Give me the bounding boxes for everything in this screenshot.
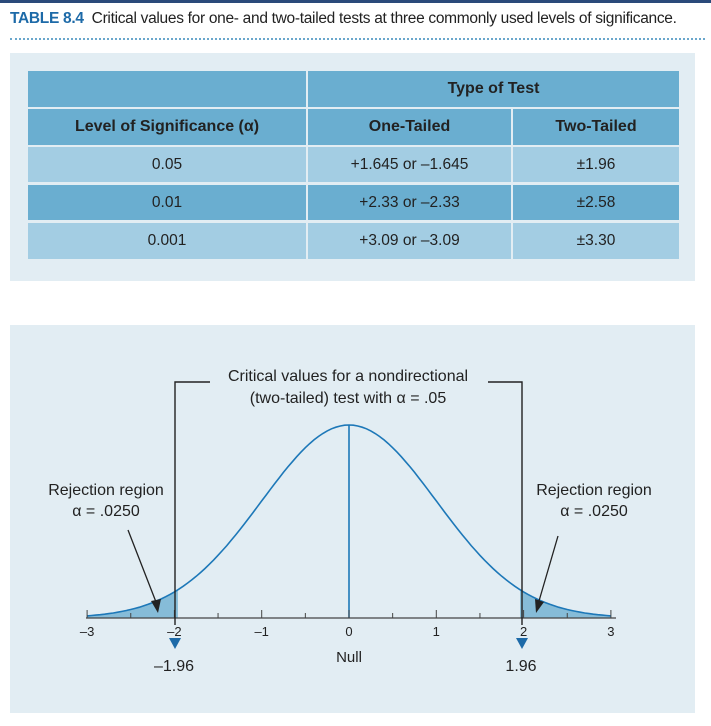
- left-rejection-region: [87, 589, 178, 618]
- left-critical-value: –1.96: [154, 658, 194, 675]
- axis-tick-label: 3: [607, 624, 614, 639]
- header-spacer-top: [28, 71, 306, 107]
- axis-tick-label: –2: [167, 624, 181, 639]
- axis-tick-label: 1: [433, 624, 440, 639]
- top-rule: [0, 0, 711, 3]
- cell-one-tailed: +2.33 or –2.33: [359, 193, 460, 211]
- callout-bracket-left: [174, 381, 210, 625]
- cell-level: 0.001: [147, 232, 187, 249]
- right-critical-value: 1.96: [505, 658, 536, 675]
- header-level-of-significance: Level of Significance (α): [74, 118, 260, 135]
- table-label: TABLE 8.4: [10, 10, 84, 27]
- right-rejection-alpha: α = .0250: [560, 503, 628, 520]
- group-header-type-of-test: Type of Test: [447, 80, 540, 97]
- group-header-row: Type of Test: [308, 71, 679, 107]
- column-separator: [511, 109, 513, 259]
- left-critical-arrow: [169, 638, 181, 649]
- left-region-pointer-head: [151, 599, 161, 613]
- null-label: Null: [336, 649, 362, 666]
- table-row: 0.01 +2.33 or –2.33 ±2.58: [28, 185, 679, 220]
- header-level-of-significance-row: [28, 109, 306, 145]
- axis-tick-label: –1: [254, 624, 268, 639]
- cell-level: 0.05: [151, 155, 183, 173]
- callout-bracket-right: [488, 381, 523, 625]
- header-two-tailed: Two-Tailed: [555, 118, 637, 135]
- right-critical-arrow: [516, 638, 528, 649]
- table-caption-text: Critical values for one- and two-tailed …: [91, 10, 677, 27]
- right-rejection-label: Rejection region: [536, 482, 652, 499]
- right-rejection-region: [520, 589, 611, 618]
- callout-text-line1: Critical values for a nondirectional: [228, 368, 468, 385]
- cell-two-tailed: ±2.58: [576, 193, 616, 211]
- axis-tick-label: 2: [520, 624, 527, 639]
- cell-one-tailed: +3.09 or –3.09: [359, 232, 460, 249]
- axis-tick-label: 0: [345, 624, 352, 639]
- right-region-pointer-head: [535, 599, 544, 613]
- column-separator: [306, 71, 308, 259]
- table-row: 0.05 +1.645 or –1.645 ±1.96: [28, 147, 679, 182]
- caption-divider: [10, 38, 705, 40]
- left-rejection-alpha: α = .0250: [72, 503, 140, 520]
- left-region-pointer: [127, 529, 157, 603]
- cell-level: 0.01: [151, 193, 183, 211]
- header-one-tailed: One-Tailed: [368, 118, 451, 135]
- cell-one-tailed: +1.645 or –1.645: [308, 147, 511, 182]
- normal-curve-figure: –3 –2 –1 0 1 2 3 Critical values for a nondire…: [10, 325, 695, 713]
- cell-two-tailed: ±1.96: [576, 155, 616, 173]
- table-row: 0.001 +3.09 or –3.09 ±3.30: [28, 223, 679, 259]
- left-rejection-label: Rejection region: [48, 482, 164, 499]
- critical-values-table: Type of Test One-Tailed Two-Tailed Level…: [10, 53, 695, 281]
- cell-two-tailed: ±3.30: [576, 232, 616, 249]
- table-caption: TABLE 8.4 Critical values for one- and tw…: [10, 10, 705, 28]
- normal-curve-svg: –3 –2 –1 0 1 2 3 Critical values for a nondire…: [48, 368, 652, 675]
- header-two-tailed-row: Two-Tailed: [513, 109, 679, 145]
- callout-text-line2: (two-tailed) test with α = .05: [250, 390, 447, 407]
- header-one-tailed-row: One-Tailed: [308, 109, 511, 145]
- axis-tick-label: –3: [80, 624, 94, 639]
- right-region-pointer: [538, 535, 559, 602]
- row-separator: [308, 107, 679, 109]
